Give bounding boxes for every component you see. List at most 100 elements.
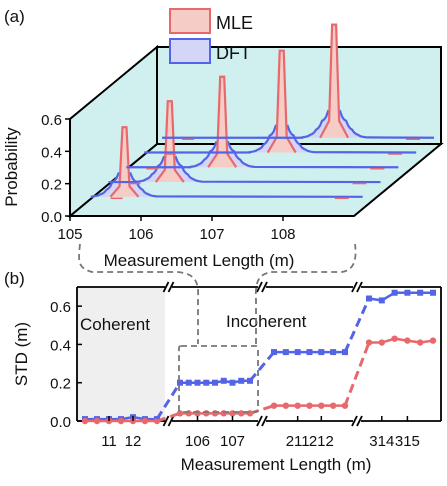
zoom-connector	[78, 243, 357, 413]
x-tick-label: 212	[309, 433, 334, 450]
dft-point	[417, 289, 424, 296]
mle-point	[282, 402, 290, 409]
mle-point	[93, 417, 101, 425]
panel-a: (a) MLE DFT 0.0 0.2 0.4 0.6 105 106 107 108 Pr…	[2, 7, 444, 270]
mle-point	[318, 402, 325, 409]
mle-break-connector	[343, 341, 371, 407]
mle-line	[319, 23, 350, 139]
legend-mle-swatch	[169, 8, 211, 34]
dft-point	[318, 349, 325, 356]
mle-point	[417, 339, 424, 346]
panel-a-y-axis-label: Probability	[2, 127, 21, 207]
dft-point	[294, 349, 301, 356]
mle-peak-fill	[320, 24, 349, 138]
y-tick-label: 0.6	[50, 299, 71, 316]
dft-point	[238, 377, 245, 384]
x-tick-label: 108	[270, 226, 295, 243]
dft-point	[185, 379, 192, 386]
dft-point	[229, 379, 236, 386]
mle-point	[329, 402, 337, 409]
dft-point	[391, 289, 398, 296]
legend-dft-label: DFT	[216, 43, 251, 63]
axis-break-mark	[162, 415, 170, 427]
dft-point	[194, 379, 201, 386]
mle-point	[429, 337, 437, 344]
x-tick-label: 314	[369, 433, 394, 450]
mle-point	[81, 417, 89, 425]
legend: MLE DFT	[169, 8, 253, 64]
mle-point	[294, 402, 301, 409]
mle-point	[270, 402, 278, 409]
panel-a-peaks	[90, 23, 435, 200]
y-tick-label: 0.6	[41, 112, 62, 129]
region-label-coherent: Coherent	[80, 315, 150, 334]
dft-point	[177, 379, 183, 386]
mle-line	[154, 100, 185, 183]
dft-break-connector	[155, 381, 182, 420]
mle-peak-fill	[155, 101, 184, 183]
y-tick-label: 0.4	[50, 337, 71, 354]
dft-line	[368, 291, 433, 302]
x-tick-label: 315	[395, 433, 420, 450]
dft-point	[306, 349, 313, 356]
panel-b: (b) Coherent Incoherent 0.0 0.2 0.4 0.6 11 1…	[4, 269, 442, 474]
panel-a-y-axis: 0.0 0.2 0.4 0.6	[41, 112, 70, 226]
axis-break-mark	[261, 281, 268, 293]
mle-peak-fill	[110, 127, 139, 197]
axis-break-mark	[351, 281, 358, 293]
coherent-region	[77, 287, 165, 421]
x-tick-label: 106	[185, 433, 210, 450]
mle-point	[117, 417, 125, 425]
panel-a-x-axis: 105 106 107 108	[57, 216, 296, 243]
x-tick-label: 106	[128, 226, 153, 243]
zoom-box	[178, 345, 259, 413]
axis-break-mark	[356, 281, 363, 293]
x-tick-label: 107	[199, 226, 224, 243]
panel-b-series	[81, 289, 437, 425]
axis-break-mark	[167, 281, 175, 293]
mle-peak-fill	[267, 50, 296, 153]
legend-dft-swatch	[169, 38, 211, 64]
mle-point	[404, 337, 411, 344]
mle-line	[109, 126, 140, 198]
axis-break-mark	[356, 415, 363, 427]
dft-point	[212, 379, 218, 386]
mle-point	[141, 417, 149, 425]
y-tick-label: 0.2	[41, 177, 62, 194]
axis-break-mark	[256, 281, 263, 293]
x-tick-label: 11	[101, 433, 117, 450]
dft-point	[404, 289, 411, 296]
region-label-incoherent: Incoherent	[226, 312, 307, 331]
mle-line	[207, 75, 238, 168]
dft-point	[220, 377, 227, 384]
dft-point	[330, 349, 337, 356]
legend-mle-label: MLE	[216, 13, 253, 33]
y-tick-label: 0.0	[50, 414, 71, 431]
dft-point	[282, 349, 289, 356]
y-tick-label: 0.2	[50, 376, 71, 393]
axis-break-mark	[162, 281, 170, 293]
mle-peak-fill	[208, 76, 237, 168]
dft-break-connector	[248, 351, 276, 382]
mle-point	[365, 339, 373, 346]
panel-b-x-axis-label: Measurement Length (m)	[181, 455, 372, 474]
panel-b-x-axis: 11 12 106 107 211 212 314 315	[101, 416, 420, 450]
x-tick-label: 105	[57, 226, 82, 243]
panel-b-y-axis-label: STD (m)	[12, 322, 31, 386]
mle-point	[391, 335, 398, 342]
y-tick-label: 0.4	[41, 144, 62, 161]
panel-b-label: (b)	[4, 269, 25, 288]
mle-point	[306, 402, 313, 409]
mle-line	[369, 337, 434, 344]
panel-a-x-axis-label: Measurement Length (m)	[104, 251, 295, 270]
panel-b-y-axis: 0.0 0.2 0.4 0.6	[50, 299, 82, 431]
axis-break-mark	[167, 415, 175, 427]
dft-point	[203, 379, 210, 386]
dft-point	[430, 289, 436, 296]
panel-a-label: (a)	[4, 7, 25, 26]
x-tick-label: 211	[286, 433, 310, 450]
panel-b-frame	[76, 281, 442, 427]
zoom-connector-path	[78, 243, 357, 344]
dft-point	[378, 297, 385, 304]
